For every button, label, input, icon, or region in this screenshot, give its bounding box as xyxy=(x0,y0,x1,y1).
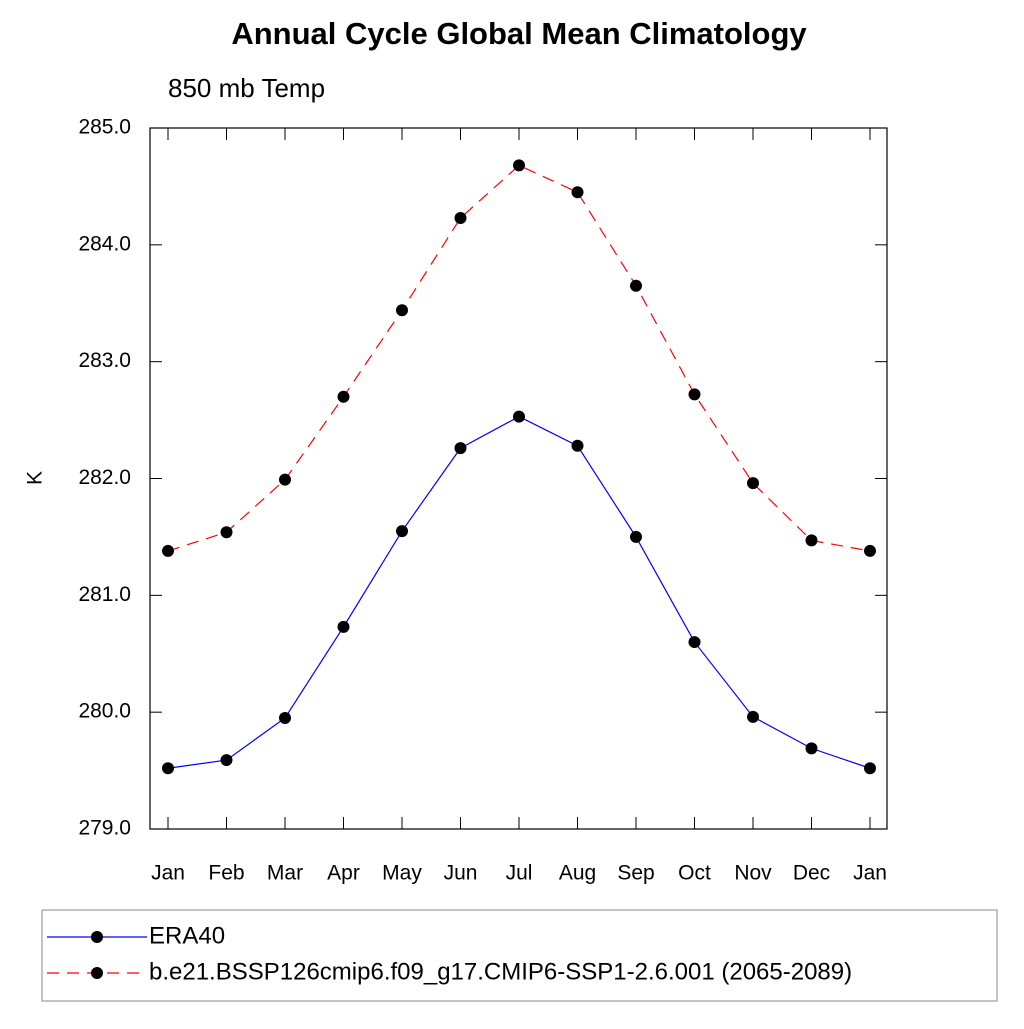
x-tick-label: Jul xyxy=(506,862,533,885)
chart-title: Annual Cycle Global Mean Climatology xyxy=(231,16,807,51)
data-point xyxy=(279,473,291,486)
data-point xyxy=(571,186,584,199)
data-point xyxy=(279,712,291,725)
legend-marker xyxy=(91,967,103,979)
data-point xyxy=(162,544,174,557)
y-tick-label: 279.0 xyxy=(78,817,131,840)
data-point xyxy=(688,636,701,649)
chart-subtitle: 850 mb Temp xyxy=(168,73,325,103)
series-line xyxy=(167,164,871,552)
data-point xyxy=(571,439,584,452)
x-tick-label: Feb xyxy=(208,862,244,885)
data-point xyxy=(454,442,467,455)
y-tick-label: 284.0 xyxy=(78,232,131,255)
x-tick-label: May xyxy=(382,862,422,885)
data-point xyxy=(220,754,233,767)
data-point xyxy=(747,477,759,490)
x-tick-label: Aug xyxy=(559,862,596,885)
legend-marker xyxy=(91,931,103,943)
data-point xyxy=(220,526,233,539)
x-tick-label: Jan xyxy=(151,862,185,885)
data-point xyxy=(396,525,408,538)
x-tick-label: Mar xyxy=(267,862,303,885)
y-tick-label: 283.0 xyxy=(78,349,131,372)
data-point xyxy=(513,410,525,423)
data-point xyxy=(630,279,642,292)
y-tick-label: 285.0 xyxy=(78,116,131,139)
y-tick-label: 282.0 xyxy=(78,466,131,489)
y-axis-label: K xyxy=(24,471,47,485)
data-point xyxy=(162,762,174,775)
x-tick-label: Nov xyxy=(734,862,772,885)
x-tick-label: Sep xyxy=(617,862,654,885)
series-line xyxy=(167,415,871,769)
data-point xyxy=(513,159,525,172)
plot-frame xyxy=(149,127,888,830)
x-tick-label: Apr xyxy=(327,862,360,885)
data-point xyxy=(454,211,467,224)
data-point xyxy=(864,762,876,775)
data-point xyxy=(805,534,818,547)
data-point xyxy=(747,710,759,723)
data-point xyxy=(337,390,350,403)
x-tick-label: Oct xyxy=(678,862,711,885)
legend-label: ERA40 xyxy=(149,922,225,949)
data-point xyxy=(337,620,350,633)
legend-label: b.e21.BSSP126cmip6.f09_g17.CMIP6-SSP1-2.… xyxy=(149,958,852,985)
data-point xyxy=(396,304,408,317)
x-tick-label: Dec xyxy=(793,862,830,885)
y-tick-label: 280.0 xyxy=(78,700,131,723)
data-point xyxy=(864,544,876,557)
x-tick-label: Jun xyxy=(444,862,478,885)
y-tick-label: 281.0 xyxy=(78,583,131,606)
data-point xyxy=(688,388,701,401)
data-point xyxy=(805,742,818,755)
data-point xyxy=(630,530,642,543)
legend-box xyxy=(41,909,998,1002)
x-tick-label: Jan xyxy=(853,862,887,885)
